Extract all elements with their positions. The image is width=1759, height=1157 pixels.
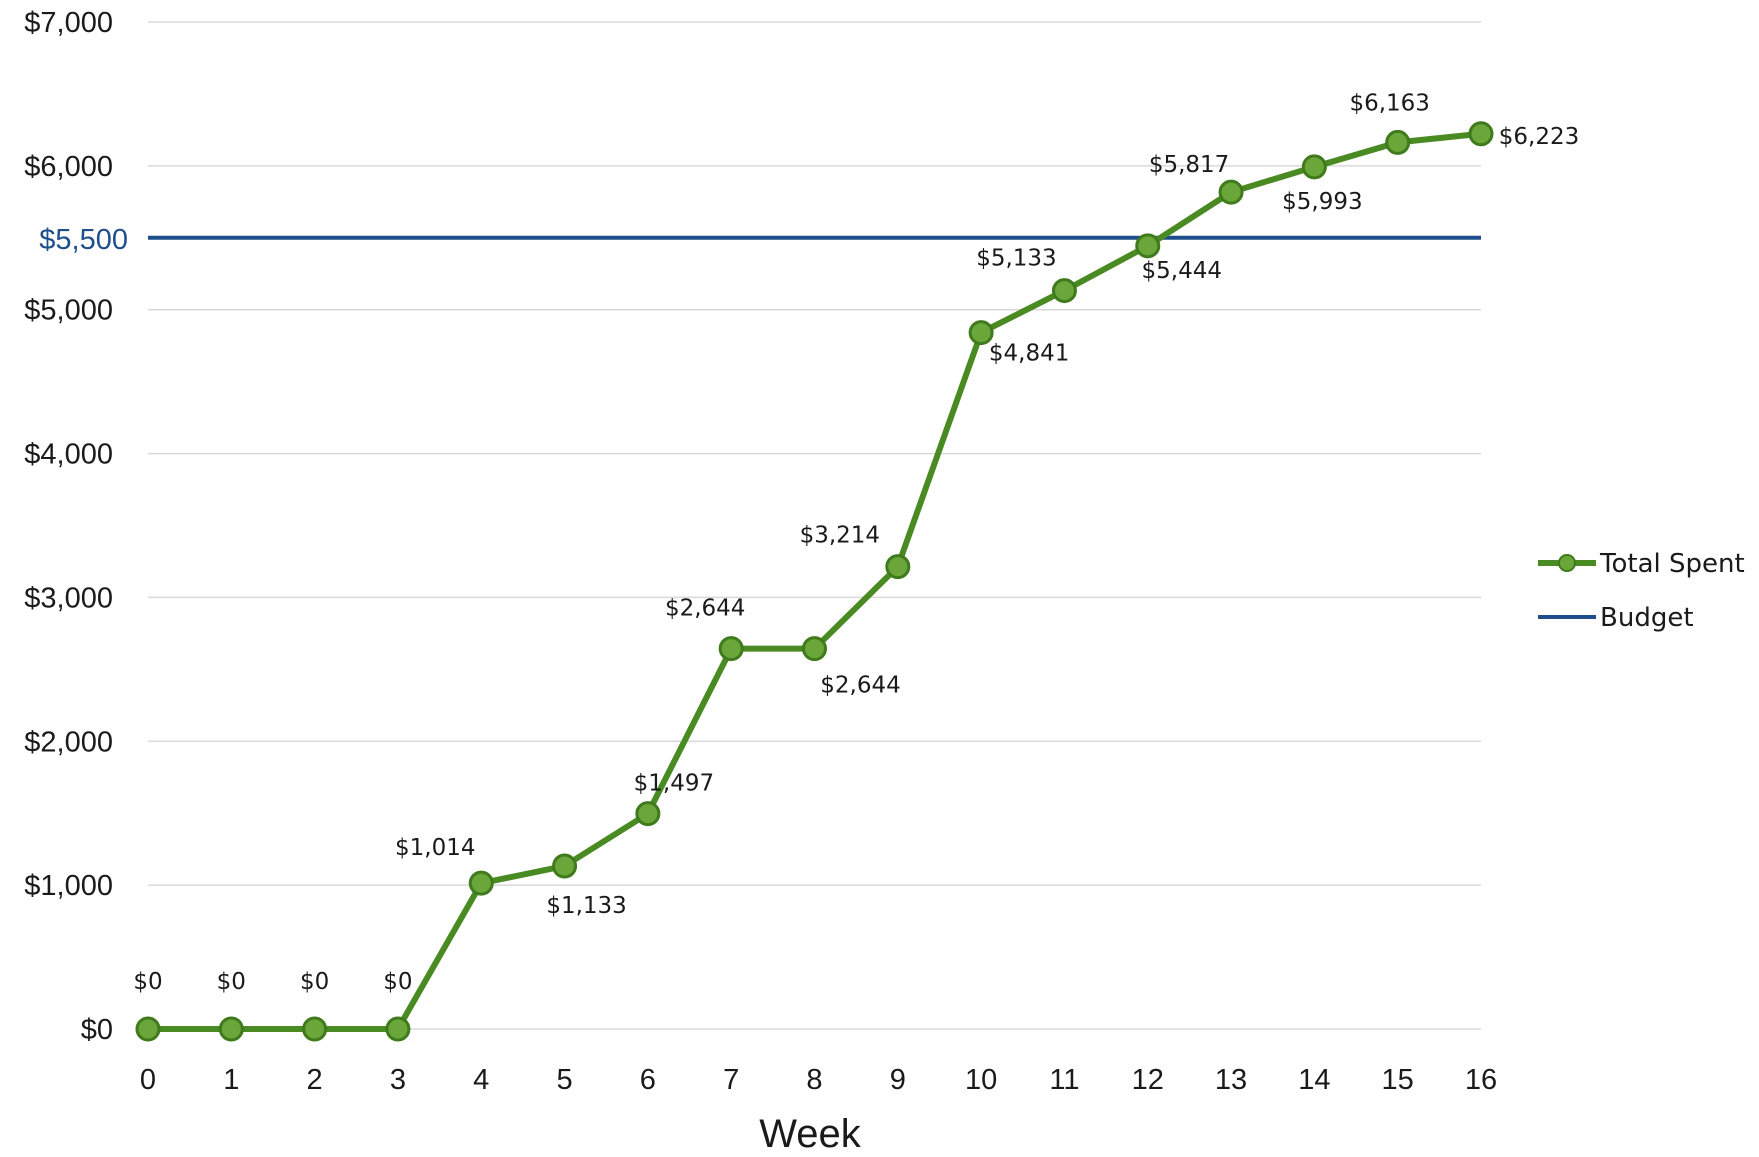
total-spent-point — [968, 320, 994, 346]
total-spent-point — [1385, 129, 1411, 155]
budget-tick-label: $5,500 — [39, 224, 128, 256]
data-label: $0 — [300, 969, 329, 995]
total-spent-point — [802, 636, 827, 662]
y-tick-label: $3,000 — [24, 582, 113, 614]
data-label: $6,223 — [1499, 124, 1579, 150]
x-tick-label: 7 — [723, 1064, 739, 1096]
total-spent-point — [635, 801, 661, 827]
total-spent-point — [1301, 154, 1327, 180]
data-label: $1,497 — [634, 771, 714, 797]
total-spent-series — [135, 121, 1494, 1042]
y-tick-label: $5,000 — [24, 295, 113, 327]
total-spent-point — [1218, 179, 1244, 205]
total-spent-point — [1051, 278, 1077, 304]
x-tick-label: 12 — [1132, 1064, 1164, 1096]
total-spent-line — [148, 130, 1482, 1032]
gridlines — [148, 21, 1481, 1030]
data-label: $0 — [383, 969, 412, 995]
x-tick-label: 1 — [223, 1064, 239, 1096]
y-tick-label: $2,000 — [24, 726, 113, 758]
data-label: $5,993 — [1282, 189, 1362, 215]
y-axis-tick-labels: $0 $1,000 $2,000 $3,000 $4,000 $5,000 $6,000 $7… — [24, 7, 113, 1046]
data-label: $4,841 — [989, 341, 1069, 367]
x-tick-label: 2 — [307, 1064, 323, 1096]
x-tick-label: 10 — [965, 1064, 997, 1096]
data-label: $5,133 — [976, 246, 1056, 272]
x-tick-label: 11 — [1049, 1064, 1079, 1096]
total-spent-point — [385, 1016, 411, 1042]
total-spent-point — [718, 636, 744, 662]
y-tick-label: $4,000 — [24, 439, 113, 471]
data-label: $5,817 — [1149, 152, 1229, 178]
x-tick-label: 6 — [640, 1064, 656, 1096]
budget-series: $5,500 — [39, 224, 1481, 256]
x-tick-label: 3 — [390, 1064, 406, 1096]
x-tick-label: 8 — [806, 1064, 822, 1096]
data-label: $0 — [133, 969, 162, 995]
legend-label-total-spent: Total Spent — [1599, 549, 1745, 579]
total-spent-point — [468, 870, 494, 896]
y-tick-label: $0 — [81, 1014, 113, 1046]
total-spent-point — [1135, 233, 1161, 259]
total-spent-point — [302, 1016, 328, 1042]
data-label: $1,014 — [395, 835, 475, 861]
x-tick-label: 16 — [1465, 1064, 1497, 1096]
y-tick-label: $1,000 — [24, 870, 113, 902]
total-spent-point — [1468, 121, 1494, 147]
x-tick-label: 0 — [140, 1064, 156, 1096]
x-tick-label: 13 — [1215, 1064, 1247, 1096]
data-labels: $0 $0 $0 $0 $1,014 $1,133 $1,497 $2,644 $2,644 $3… — [133, 90, 1579, 995]
total-spent-point — [885, 554, 911, 580]
data-label: $5,444 — [1142, 258, 1222, 284]
x-axis-title: Week — [759, 1112, 862, 1156]
data-label: $6,163 — [1349, 90, 1429, 116]
x-axis-tick-labels: 0 1 2 3 4 5 6 7 8 9 10 11 12 13 14 15 16 — [140, 1064, 1497, 1096]
x-tick-label: 4 — [473, 1064, 489, 1096]
legend: Total Spent Budget — [1538, 549, 1745, 633]
data-label: $2,644 — [665, 596, 745, 622]
data-label: $3,214 — [800, 523, 880, 549]
y-tick-label: $7,000 — [24, 7, 113, 39]
x-tick-label: 14 — [1298, 1064, 1330, 1096]
total-spent-point — [135, 1016, 161, 1042]
data-label: $1,133 — [546, 893, 626, 919]
data-label: $0 — [217, 969, 246, 995]
legend-marker-total-spent — [1558, 554, 1576, 572]
x-tick-label: 5 — [556, 1064, 572, 1096]
x-tick-label: 9 — [890, 1064, 906, 1096]
y-tick-label: $6,000 — [24, 151, 113, 183]
x-tick-label: 15 — [1382, 1064, 1414, 1096]
data-label: $2,644 — [820, 673, 900, 699]
total-spent-point — [552, 853, 578, 879]
total-spent-point — [218, 1016, 244, 1042]
legend-label-budget: Budget — [1600, 603, 1694, 633]
